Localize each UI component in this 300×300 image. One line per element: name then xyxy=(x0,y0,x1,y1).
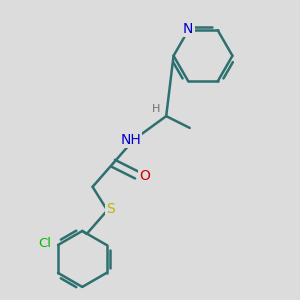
Text: S: S xyxy=(106,202,115,216)
Text: H: H xyxy=(152,104,160,114)
Text: N: N xyxy=(183,22,194,36)
Text: Cl: Cl xyxy=(38,237,51,250)
Text: O: O xyxy=(140,169,150,184)
Text: NH: NH xyxy=(121,133,141,147)
